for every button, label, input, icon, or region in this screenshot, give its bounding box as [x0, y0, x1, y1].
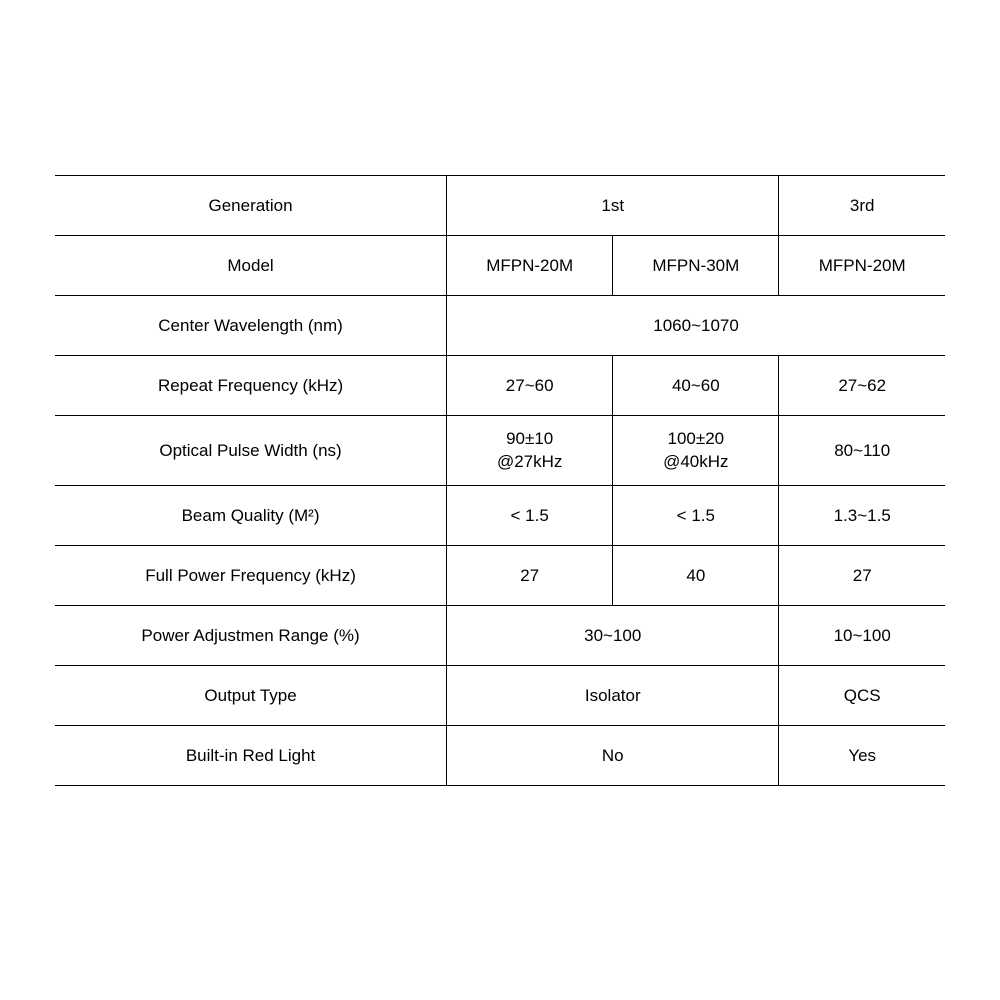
cell-pulse-a-line1: 90±10	[506, 429, 553, 448]
cell-pulse-b: 100±20 @40kHz	[613, 416, 779, 486]
table-row: Generation 1st 3rd	[55, 176, 945, 236]
cell-model-a: MFPN-20M	[447, 236, 613, 296]
cell-fullpower-b: 40	[613, 546, 779, 606]
table-row: Model MFPN-20M MFPN-30M MFPN-20M	[55, 236, 945, 296]
cell-pulse-c: 80~110	[779, 416, 945, 486]
cell-redlight-first: No	[447, 726, 779, 786]
cell-power-c: 10~100	[779, 606, 945, 666]
cell-repeat-a: 27~60	[447, 356, 613, 416]
row-label: Full Power Frequency (kHz)	[55, 546, 447, 606]
row-label: Optical Pulse Width (ns)	[55, 416, 447, 486]
cell-redlight-c: Yes	[779, 726, 945, 786]
cell-repeat-b: 40~60	[613, 356, 779, 416]
cell-beam-a: < 1.5	[447, 486, 613, 546]
cell-fullpower-a: 27	[447, 546, 613, 606]
cell-model-c: MFPN-20M	[779, 236, 945, 296]
row-label: Repeat Frequency (kHz)	[55, 356, 447, 416]
row-label: Generation	[55, 176, 447, 236]
cell-pulse-b-line2: @40kHz	[663, 452, 728, 471]
cell-generation-third: 3rd	[779, 176, 945, 236]
table-row: Center Wavelength (nm) 1060~1070	[55, 296, 945, 356]
cell-generation-first: 1st	[447, 176, 779, 236]
table-row: Full Power Frequency (kHz) 27 40 27	[55, 546, 945, 606]
table-row: Output Type Isolator QCS	[55, 666, 945, 726]
table-row: Optical Pulse Width (ns) 90±10 @27kHz 10…	[55, 416, 945, 486]
cell-beam-c: 1.3~1.5	[779, 486, 945, 546]
cell-power-first: 30~100	[447, 606, 779, 666]
cell-model-b: MFPN-30M	[613, 236, 779, 296]
table-row: Beam Quality (M²) < 1.5 < 1.5 1.3~1.5	[55, 486, 945, 546]
spec-table: Generation 1st 3rd Model MFPN-20M MFPN-3…	[55, 175, 945, 786]
table-row: Built-in Red Light No Yes	[55, 726, 945, 786]
cell-pulse-a: 90±10 @27kHz	[447, 416, 613, 486]
row-label: Model	[55, 236, 447, 296]
row-label: Output Type	[55, 666, 447, 726]
cell-repeat-c: 27~62	[779, 356, 945, 416]
cell-beam-b: < 1.5	[613, 486, 779, 546]
row-label: Power Adjustmen Range (%)	[55, 606, 447, 666]
row-label: Beam Quality (M²)	[55, 486, 447, 546]
table-row: Repeat Frequency (kHz) 27~60 40~60 27~62	[55, 356, 945, 416]
cell-center-wavelength: 1060~1070	[447, 296, 945, 356]
table-row: Power Adjustmen Range (%) 30~100 10~100	[55, 606, 945, 666]
row-label: Built-in Red Light	[55, 726, 447, 786]
cell-output-first: Isolator	[447, 666, 779, 726]
cell-output-c: QCS	[779, 666, 945, 726]
row-label: Center Wavelength (nm)	[55, 296, 447, 356]
cell-fullpower-c: 27	[779, 546, 945, 606]
cell-pulse-a-line2: @27kHz	[497, 452, 562, 471]
cell-pulse-b-line1: 100±20	[668, 429, 725, 448]
